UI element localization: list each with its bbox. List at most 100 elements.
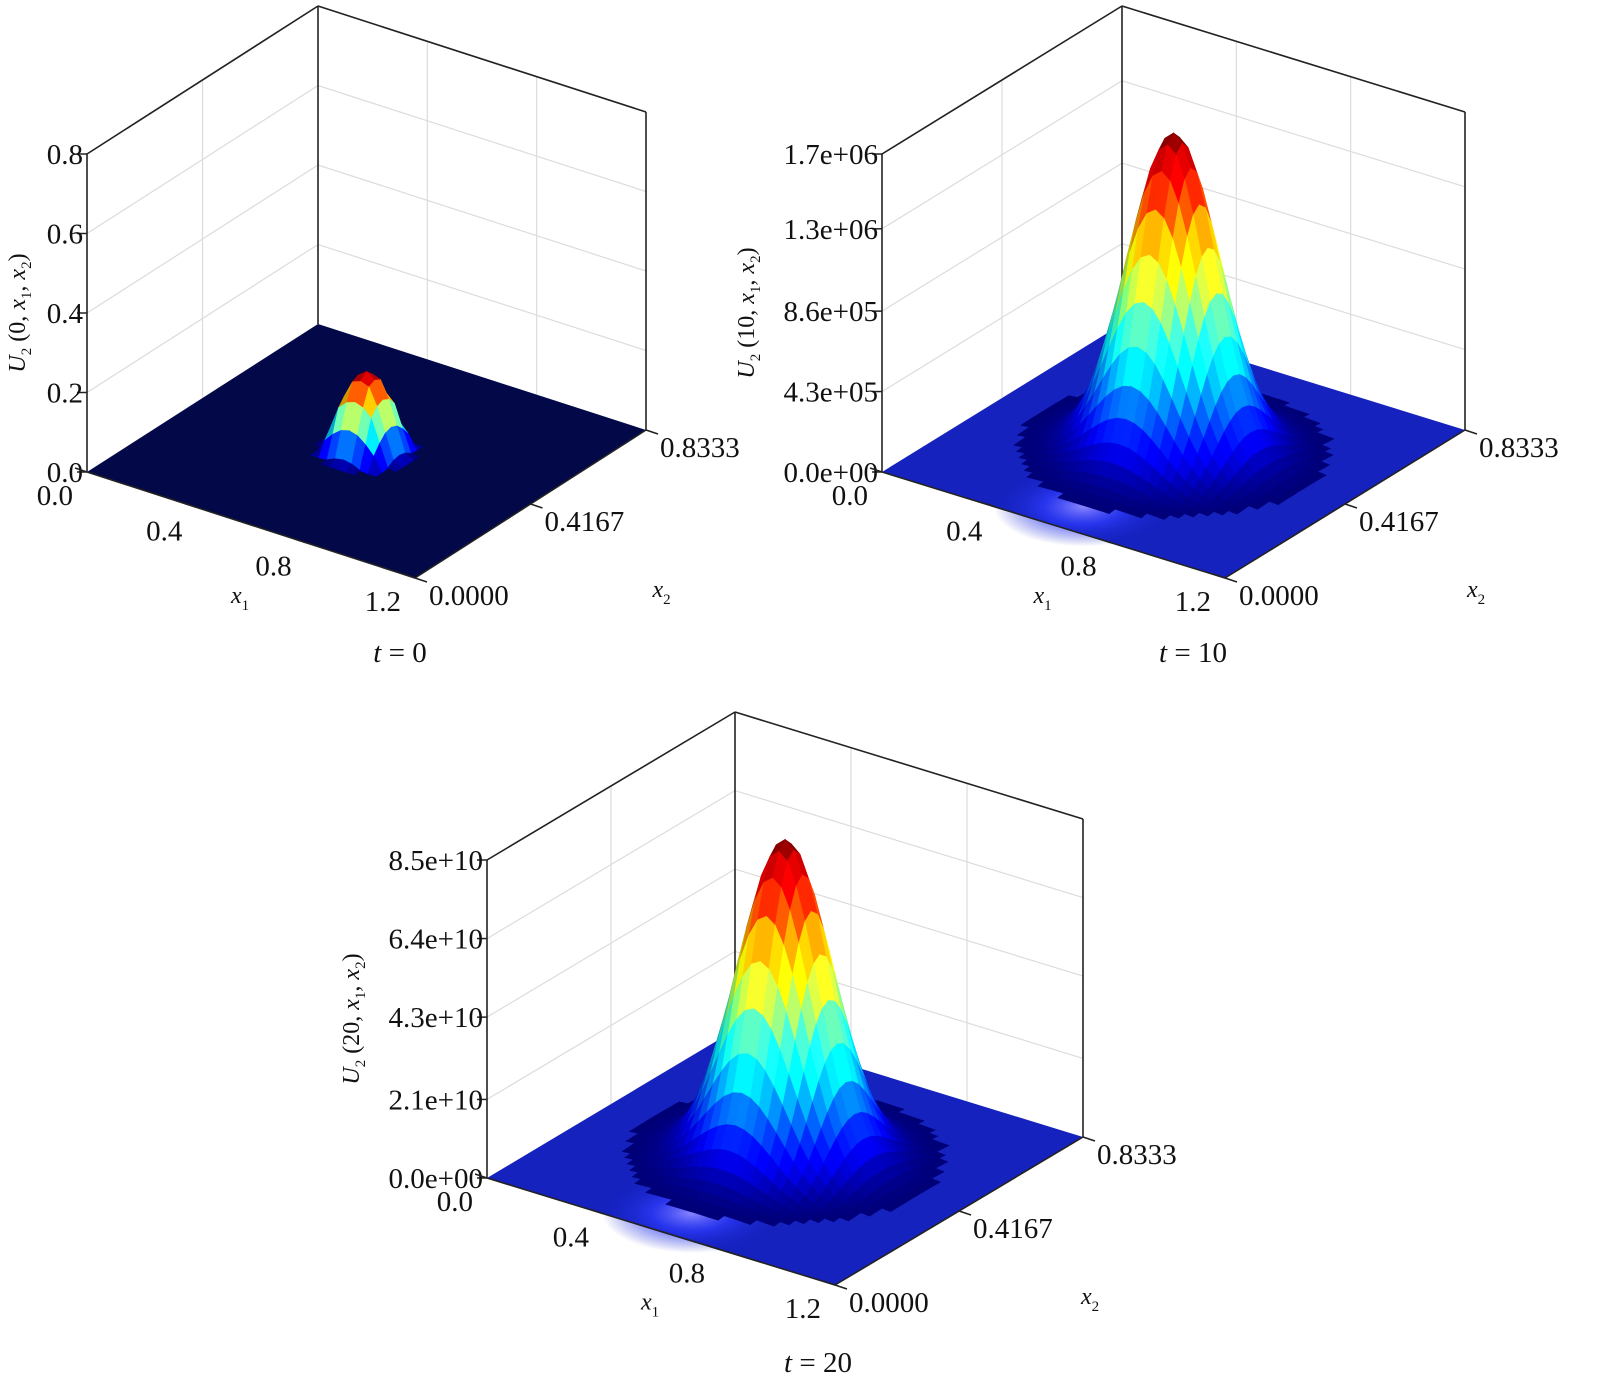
x2-tick-mark	[1344, 503, 1358, 509]
z-title-x1: x	[339, 999, 365, 1011]
z-title-args: (10,	[734, 304, 760, 354]
z-title-u: U	[339, 1066, 365, 1085]
x1-tick-mark	[293, 537, 306, 544]
z-title-x2: x	[734, 263, 760, 275]
z-title-comma: ,	[339, 980, 365, 992]
x1-tick-mark	[590, 1208, 604, 1215]
z-title-comma: ,	[5, 280, 31, 292]
z-title-x2-sub: 2	[19, 261, 35, 269]
z-gridline	[86, 5, 647, 155]
x1-tick-mark	[1098, 537, 1111, 544]
x2-tick-label: 0.4167	[545, 506, 625, 538]
x2-tick-mark	[958, 1210, 972, 1216]
caption-eq: =	[1167, 637, 1198, 669]
x2-tick-label: 0.0000	[429, 580, 509, 612]
z-tick-label: 0.6	[47, 219, 83, 251]
x1-tick-label: 0.0	[37, 480, 73, 512]
x1-axis-line	[86, 471, 416, 579]
z-tick-label: 0.4	[47, 298, 84, 330]
x1-axis-title-sub: 1	[652, 1305, 660, 1321]
surface-facet	[881, 1203, 898, 1213]
x1-tick-label: 0.8	[669, 1257, 705, 1289]
x1-axis-line	[881, 471, 1226, 579]
z-title-u-sub: 2	[353, 1060, 369, 1068]
axes-box	[486, 711, 1084, 1178]
z-title-x2-sub: 2	[353, 961, 369, 969]
z-title-x1-sub: 1	[353, 992, 369, 1000]
x2-axis-title-var: x	[1080, 1284, 1092, 1310]
z-title-u-sub: 2	[19, 348, 35, 356]
caption-var: t	[373, 637, 382, 669]
z-tick-label: 8.5e+10	[389, 845, 483, 877]
z-title-u-sub: 2	[748, 354, 764, 362]
x2-tick-label: 0.8333	[660, 432, 740, 464]
x1-axis-title-sub: 1	[242, 598, 250, 614]
x1-tick-mark	[869, 467, 883, 473]
x1-tick-mark	[822, 1280, 836, 1286]
z-title-args: (20,	[339, 1010, 365, 1060]
x2-axis-title-var: x	[1466, 577, 1478, 603]
caption-eq: =	[792, 1347, 823, 1379]
x1-axis-title-var: x	[1033, 583, 1045, 609]
x1-tick-mark	[984, 502, 997, 509]
x2-axis-title-sub: 2	[1092, 1299, 1100, 1315]
x1-tick-label: 0.0	[437, 1186, 473, 1218]
x2-tick-label: 0.0000	[849, 1287, 929, 1319]
x2-tick-mark	[834, 1284, 848, 1290]
tick-labels: 0.0e+00 4.3e+05 8.6e+05 1.3e+06 1.7e+06 0.0 0.…	[784, 139, 1559, 618]
x1-tick-mark	[184, 502, 197, 509]
x2-tick-mark	[1464, 429, 1478, 435]
z-title-comma: ,	[734, 274, 760, 286]
z-title-x1-sub: 1	[19, 292, 35, 300]
z-axis-title: U2 (20, x1, x2)	[339, 953, 369, 1084]
x2-tick-mark	[1224, 577, 1238, 583]
x2-axis-title: x2	[1466, 577, 1485, 608]
x1-tick-mark	[74, 467, 88, 473]
z-axis-title: U2 (10, x1, x2)	[734, 247, 764, 378]
panel-t20: 0.0e+00 2.1e+10 4.3e+10 6.4e+10 8.5e+10 0.0 0.…	[339, 711, 1177, 1379]
axis-lines	[881, 429, 1466, 579]
z-tick-label: 0.2	[47, 378, 83, 410]
z-title-close: )	[734, 247, 760, 255]
x2-axis-title: x2	[652, 577, 671, 608]
z-tick-label: 0.0e+00	[784, 457, 878, 489]
z-title-u: U	[734, 360, 760, 379]
surface	[487, 838, 1083, 1285]
axis-box-edge	[881, 5, 1123, 155]
z-gridline	[86, 164, 647, 314]
x2-axis-line	[1224, 429, 1466, 579]
axis-lines	[486, 1136, 1084, 1286]
x1-tick-mark	[1212, 573, 1226, 579]
x1-tick-label: 1.2	[365, 586, 401, 618]
x2-axis-line	[834, 1136, 1084, 1286]
x1-axis-line	[486, 1177, 836, 1286]
x1-tick-label: 0.4	[946, 515, 983, 547]
z-tick-label: 0.0	[47, 457, 83, 489]
surface-facet	[860, 1207, 877, 1217]
x2-tick-label: 0.0000	[1239, 580, 1319, 612]
x2-tick-label: 0.4167	[1359, 506, 1439, 538]
z-tick-label: 1.7e+06	[784, 139, 878, 171]
caption-value: 20	[823, 1347, 852, 1379]
x1-tick-label: 0.8	[1060, 551, 1096, 583]
z-tick-label: 6.4e+10	[389, 924, 483, 956]
caption-var: t	[784, 1347, 793, 1379]
x2-axis-title: x2	[1080, 1284, 1099, 1315]
z-title-x2: x	[5, 269, 31, 281]
x1-axis-title-var: x	[230, 583, 242, 609]
x2-tick-mark	[645, 429, 659, 435]
axis-box-edge	[734, 711, 1084, 820]
x1-axis-title: x1	[230, 583, 249, 614]
z-title-x1: x	[5, 299, 31, 311]
z-tick-label: 0.8	[47, 139, 83, 171]
panel-caption: t = 10	[1159, 637, 1227, 669]
z-tick-label: 4.3e+05	[784, 377, 878, 409]
x2-tick-mark	[414, 577, 428, 583]
tick-labels: 0.0e+00 2.1e+10 4.3e+10 6.4e+10 8.5e+10 0.0 0.…	[389, 845, 1177, 1325]
x1-tick-label: 0.4	[146, 515, 183, 547]
z-title-x2: x	[339, 969, 365, 981]
x1-tick-mark	[706, 1244, 720, 1251]
axes-box	[881, 5, 1466, 472]
caption-eq: =	[381, 637, 412, 669]
